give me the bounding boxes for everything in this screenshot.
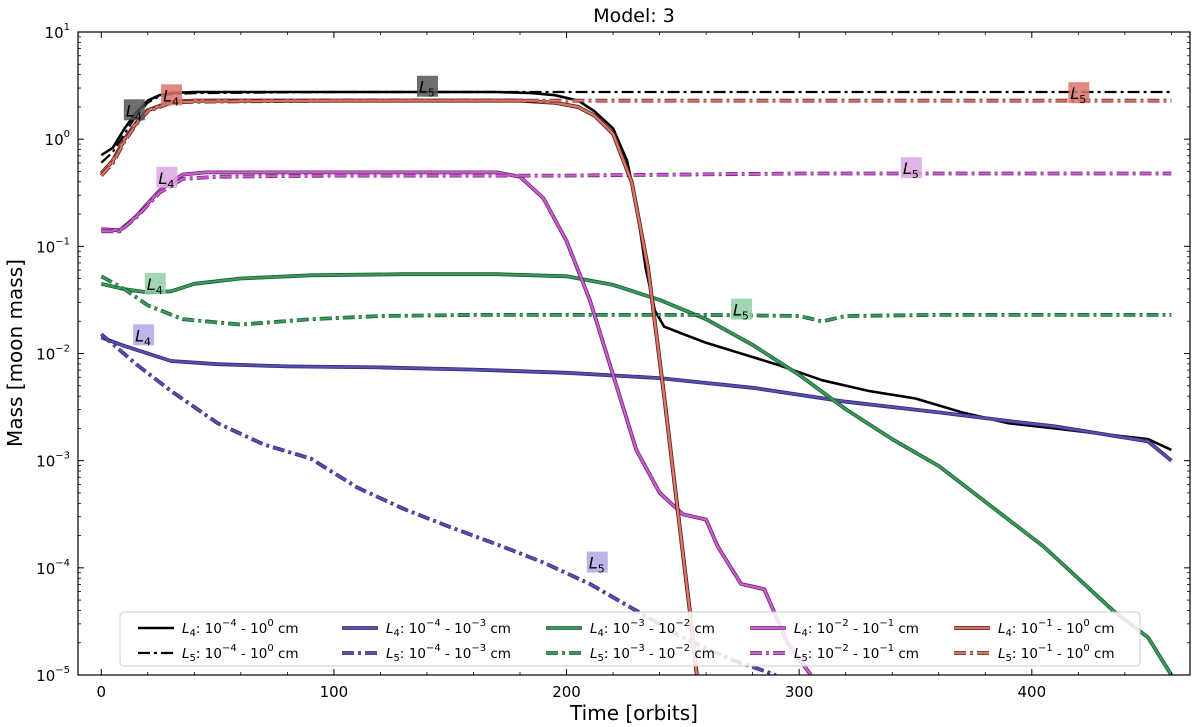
plot-frame — [77, 31, 1191, 676]
legend-entry-s5_c: L5: 10−2 - 10−1 cm — [750, 643, 919, 664]
point-label-box — [416, 75, 438, 97]
point-label-text: L4 — [147, 275, 163, 297]
point-label-text: L5 — [1070, 84, 1086, 106]
series-s5_b — [100, 274, 1172, 327]
legend-entry-s5_b: L5: 10−3 - 10−2 cm — [546, 643, 715, 664]
series-outline — [99, 98, 1172, 177]
series-outline — [100, 274, 1172, 327]
point-label-L5: L5 — [731, 298, 753, 323]
point-label-text: L4 — [163, 86, 179, 108]
point-label-L4: L4 — [156, 166, 178, 191]
legend-entry-s4_b: L4: 10−3 - 10−2 cm — [546, 618, 715, 639]
legend-label: L4: 10−3 - 10−2 cm — [590, 618, 715, 639]
series-s4_d — [99, 98, 699, 675]
point-label-box — [156, 166, 178, 188]
y-tick-label: 100 — [45, 129, 70, 149]
series-outline — [99, 98, 699, 675]
point-label-L5: L5 — [900, 157, 922, 181]
point-label-box — [586, 551, 608, 573]
legend-label: L5: 10−4 - 100 cm — [182, 643, 299, 664]
y-tick-label: 10−3 — [36, 451, 70, 471]
point-label-box — [1068, 82, 1090, 104]
point-label-text: L5 — [589, 554, 605, 576]
point-label-L4: L4 — [133, 324, 155, 348]
y-tick-label: 10−5 — [36, 665, 70, 685]
point-label-box — [161, 84, 183, 106]
series-line — [101, 171, 812, 675]
series-s5_d — [99, 98, 1172, 177]
legend-entry-s4_d: L4: 10−1 - 100 cm — [954, 618, 1115, 639]
series-s5_a — [100, 332, 777, 675]
legend-label: L5: 10−3 - 10−2 cm — [590, 643, 715, 664]
point-label-text: L4 — [158, 169, 174, 191]
x-tick-label: 0 — [96, 683, 106, 701]
legend-label: L4: 10−4 - 10−3 cm — [386, 618, 511, 639]
legend-entry-s5_d: L5: 10−1 - 100 cm — [954, 643, 1115, 664]
series-line — [100, 275, 1172, 326]
series-line — [100, 333, 777, 675]
x-tick-label: 300 — [785, 683, 814, 701]
series-line — [100, 90, 1172, 452]
series-outline — [101, 170, 813, 675]
series-s4_c — [101, 170, 813, 675]
point-label-text: L5 — [419, 78, 435, 100]
point-label-text: L4 — [126, 101, 142, 123]
legend-label: L4: 10−2 - 10−1 cm — [794, 618, 919, 639]
series-layer — [99, 90, 1174, 675]
point-label-L5: L5 — [586, 551, 608, 576]
legend-entry-s4_a: L4: 10−4 - 10−3 cm — [342, 618, 511, 639]
legend-label: L5: 10−4 - 10−3 cm — [386, 643, 511, 664]
point-label-L4: L4 — [144, 272, 166, 297]
point-label-box — [731, 298, 753, 320]
point-label-text: L5 — [903, 159, 919, 181]
point-label-box — [123, 99, 145, 121]
point-label-box — [900, 157, 922, 179]
series-s4_total — [100, 90, 1172, 452]
series-line — [100, 99, 698, 675]
y-axis-label: Mass [moon mass] — [3, 259, 27, 447]
series-s4_b — [100, 272, 1174, 675]
point-label-box — [144, 272, 166, 294]
y-tick-label: 101 — [45, 22, 70, 42]
axis-ticks: 0 100 200 300 400 10−5 10−4 10−3 10−2 10−1 100 101 — [36, 22, 1190, 701]
legend-entry-s5_a: L5: 10−4 - 10−3 cm — [342, 643, 511, 664]
legend-label: L5: 10−1 - 100 cm — [998, 643, 1115, 664]
legend-label: L4: 10−4 - 100 cm — [182, 618, 299, 639]
x-tick-label: 400 — [1017, 683, 1046, 701]
point-label-L4: L4 — [123, 99, 145, 123]
legend-label: L5: 10−2 - 10−1 cm — [794, 643, 919, 664]
legend: L4: 10−4 - 100 cm L5: 10−4 - 100 cm L4: 10… — [119, 611, 1141, 667]
point-label-box — [133, 324, 155, 346]
legend-entry-s4_total: L4: 10−4 - 100 cm — [138, 618, 299, 639]
series-line — [100, 99, 1172, 177]
y-tick-label: 10−1 — [36, 236, 70, 256]
point-label-text: L5 — [733, 301, 749, 323]
point-label-L4: L4 — [161, 84, 183, 108]
point-label-text: L4 — [135, 326, 151, 348]
legend-entry-s5_total: L5: 10−4 - 100 cm — [138, 643, 299, 664]
legend-entry-s4_c: L4: 10−2 - 10−1 cm — [750, 618, 919, 639]
series-line — [101, 273, 1173, 675]
series-line — [101, 172, 1172, 233]
x-tick-label: 100 — [320, 683, 349, 701]
series-s5_c — [101, 171, 1172, 234]
x-tick-label: 200 — [552, 683, 581, 701]
point-label-L5: L5 — [416, 75, 438, 100]
chart-title: Model: 3 — [593, 5, 675, 27]
x-axis-label: Time [orbits] — [569, 701, 698, 725]
y-tick-label: 10−4 — [36, 558, 70, 578]
legend-label: L4: 10−1 - 100 cm — [998, 618, 1115, 639]
point-label-L5: L5 — [1068, 82, 1090, 106]
point-label-layer: L4 L4 L5 L5 L4 L5 L4 L5 L4 L5 — [123, 75, 1090, 576]
y-tick-label: 10−2 — [36, 344, 70, 364]
